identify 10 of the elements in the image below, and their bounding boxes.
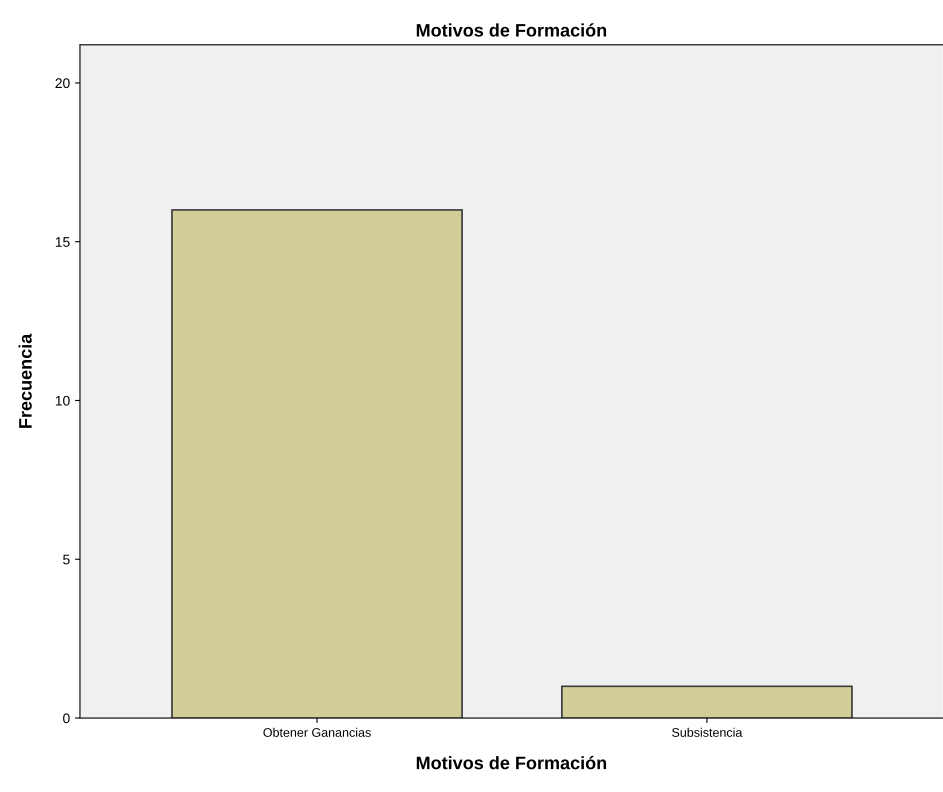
y-tick-label: 0 (63, 713, 70, 724)
y-axis-title: Frecuencia (18, 334, 32, 428)
y-tick-label: 5 (63, 554, 70, 564)
x-tick-label: Obtener Ganancias (263, 728, 371, 737)
x-tick-label: Subsistencia (672, 728, 742, 737)
y-tick-label: 10 (56, 396, 70, 406)
y-tick-label: 20 (55, 78, 70, 88)
x-axis-title: Motivos de Formación (416, 756, 606, 770)
y-tick-label: 15 (56, 237, 70, 247)
chart-title: Motivos de Formación (416, 23, 606, 37)
